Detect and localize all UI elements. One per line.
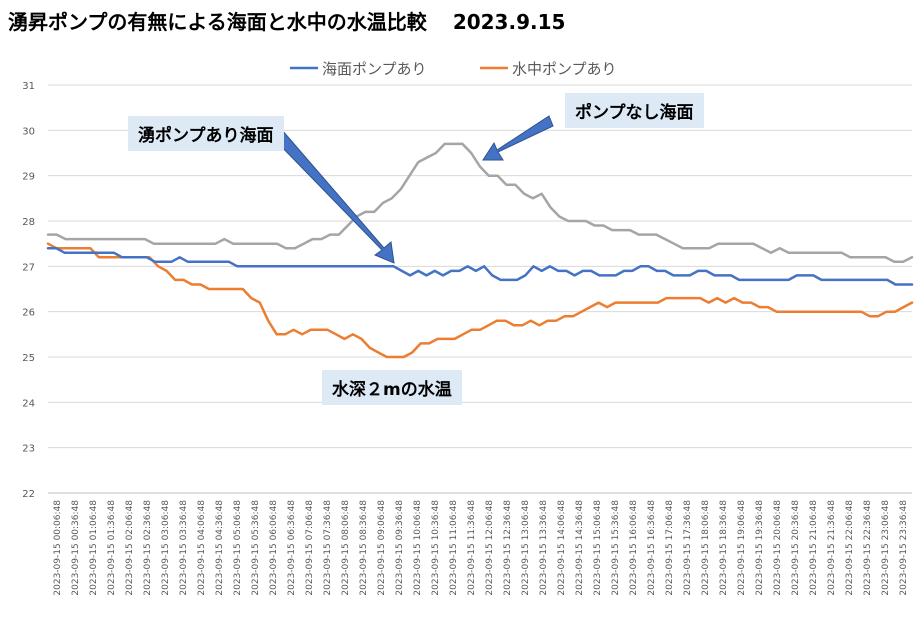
- chart-title: 湧昇ポンプの有無による海面と水中の水温比較 2023.9.15: [8, 6, 565, 35]
- x-tick-label: 2023-09-15 04:06:48: [197, 500, 207, 596]
- gridlines: [48, 84, 912, 494]
- y-tick-label: 28: [22, 217, 35, 228]
- y-axis-ticks: 22 23 24 25 26 27 28 29 30 31: [22, 81, 35, 500]
- x-tick-label: 2023-09-15 11:06:48: [449, 500, 459, 596]
- x-tick-label: 2023-09-15 21:36:48: [827, 500, 837, 596]
- legend-label: 水中ポンプあり: [512, 60, 617, 78]
- y-tick-label: 24: [22, 398, 35, 409]
- x-tick-label: 2023-09-15 12:06:48: [485, 500, 495, 596]
- x-tick-label: 2023-09-15 15:06:48: [593, 500, 603, 596]
- x-tick-label: 2023-09-15 15:36:48: [611, 500, 621, 596]
- series-lines: [46, 142, 914, 359]
- x-tick-label: 2023-09-15 18:36:48: [719, 500, 729, 596]
- x-tick-label: 2023-09-15 00:06:48: [53, 500, 63, 596]
- x-tick-label: 2023-09-15 03:06:48: [161, 500, 171, 596]
- x-tick-label: 2023-09-15 14:06:48: [557, 500, 567, 596]
- x-tick-label: 2023-09-15 07:36:48: [323, 500, 333, 596]
- series-line-2: [46, 242, 914, 359]
- x-tick-label: 2023-09-15 12:36:48: [503, 500, 513, 596]
- legend-label: 海面ポンプあり: [322, 60, 427, 78]
- arrow-pump-surface: [273, 129, 395, 264]
- x-tick-label: 2023-09-15 17:06:48: [665, 500, 675, 596]
- title-date: 2023.9.15: [452, 10, 566, 34]
- x-axis-ticks: 2023-09-15 00:06:48 2023-09-15 00:36:48 20…: [53, 500, 909, 596]
- annotation-depth-2m: 水深２mの水温: [322, 370, 462, 405]
- x-tick-label: 2023-09-15 05:36:48: [251, 500, 261, 596]
- x-tick-label: 2023-09-15 22:36:48: [863, 500, 873, 596]
- x-tick-label: 2023-09-15 04:36:48: [215, 500, 225, 596]
- x-tick-label: 2023-09-15 11:36:48: [467, 500, 477, 596]
- y-tick-label: 22: [22, 489, 35, 500]
- arrow-no-pump-surface: [482, 115, 554, 161]
- x-tick-label: 2023-09-15 10:06:48: [413, 500, 423, 596]
- x-tick-label: 2023-09-15 19:36:48: [755, 500, 765, 596]
- x-tick-label: 2023-09-15 18:06:48: [701, 500, 711, 596]
- x-tick-label: 2023-09-15 06:06:48: [269, 500, 279, 596]
- x-tick-label: 2023-09-15 13:36:48: [539, 500, 549, 596]
- y-tick-label: 29: [22, 172, 35, 183]
- annotation-pump-surface: 湧ポンプあり海面: [128, 116, 284, 151]
- x-tick-label: 2023-09-15 09:36:48: [395, 500, 405, 596]
- legend: 海面ポンプあり 水中ポンプあり: [290, 60, 617, 78]
- x-tick-label: 2023-09-15 06:36:48: [287, 500, 297, 596]
- y-tick-label: 30: [22, 126, 35, 137]
- annotation-arrows: [273, 115, 554, 264]
- x-tick-label: 2023-09-15 23:06:48: [881, 500, 891, 596]
- series-line-1: [46, 246, 914, 286]
- x-tick-label: 2023-09-15 08:06:48: [341, 500, 351, 596]
- y-tick-label: 31: [22, 81, 35, 92]
- title-text: 湧昇ポンプの有無による海面と水中の水温比較: [8, 10, 427, 34]
- x-tick-label: 2023-09-15 22:06:48: [845, 500, 855, 596]
- x-tick-label: 2023-09-15 01:36:48: [107, 500, 117, 596]
- x-tick-label: 2023-09-15 10:36:48: [431, 500, 441, 596]
- x-tick-label: 2023-09-15 07:06:48: [305, 500, 315, 596]
- x-tick-label: 2023-09-15 21:06:48: [809, 500, 819, 596]
- x-tick-label: 2023-09-15 03:36:48: [179, 500, 189, 596]
- series-line-3: [46, 142, 914, 264]
- x-tick-label: 2023-09-15 02:06:48: [125, 500, 135, 596]
- x-tick-label: 2023-09-15 23:36:48: [899, 500, 909, 596]
- x-tick-label: 2023-09-15 19:06:48: [737, 500, 747, 596]
- y-tick-label: 26: [22, 308, 35, 319]
- x-tick-label: 2023-09-15 20:06:48: [773, 500, 783, 596]
- x-tick-label: 2023-09-15 14:36:48: [575, 500, 585, 596]
- x-tick-label: 2023-09-15 17:36:48: [683, 500, 693, 596]
- x-tick-label: 2023-09-15 16:36:48: [647, 500, 657, 596]
- x-tick-label: 2023-09-15 02:36:48: [143, 500, 153, 596]
- x-tick-label: 2023-09-15 09:06:48: [377, 500, 387, 596]
- x-tick-label: 2023-09-15 05:06:48: [233, 500, 243, 596]
- x-tick-label: 2023-09-15 13:06:48: [521, 500, 531, 596]
- x-tick-label: 2023-09-15 01:06:48: [89, 500, 99, 596]
- y-tick-label: 25: [22, 353, 35, 364]
- x-tick-label: 2023-09-15 16:06:48: [629, 500, 639, 596]
- x-tick-label: 2023-09-15 00:36:48: [71, 500, 81, 596]
- y-tick-label: 23: [22, 444, 35, 455]
- y-tick-label: 27: [22, 262, 35, 273]
- x-tick-label: 2023-09-15 20:36:48: [791, 500, 801, 596]
- x-tick-label: 2023-09-15 08:36:48: [359, 500, 369, 596]
- annotation-no-pump-surface: ポンプなし海面: [565, 93, 704, 128]
